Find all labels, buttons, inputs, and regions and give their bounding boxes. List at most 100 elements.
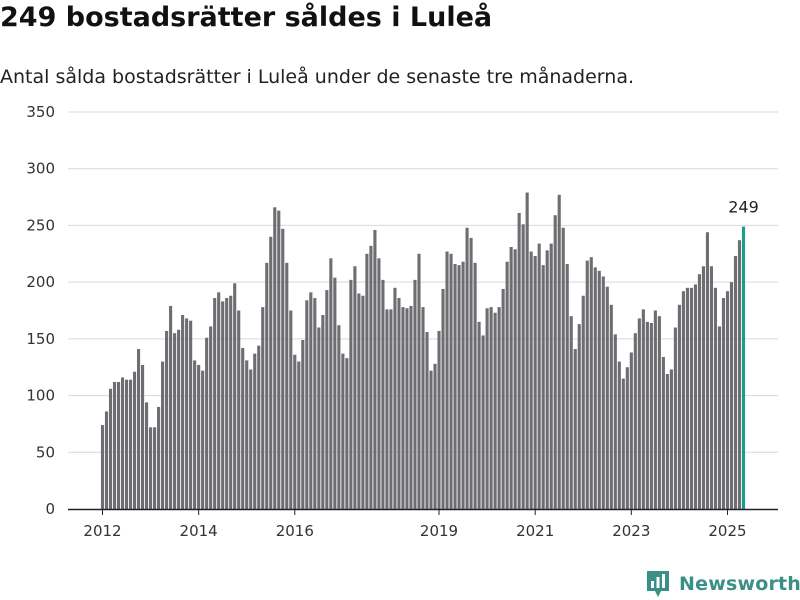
bar [309,292,313,509]
x-tick-label: 2023 [612,522,650,540]
bar [373,229,377,510]
bar [633,333,637,509]
bar [349,279,353,509]
bar [561,227,565,509]
bar [301,339,305,509]
y-tick-label: 300 [26,160,55,178]
bar [649,322,653,509]
bar [617,361,621,509]
bar [453,263,457,509]
bar [165,330,169,509]
bar [685,287,689,509]
bar [345,358,349,509]
bar [533,256,537,509]
x-tick-label: 2014 [180,522,218,540]
y-tick-label: 250 [26,216,55,234]
bar [537,243,541,509]
bar [413,279,417,509]
bar [305,300,309,509]
bar [637,318,641,509]
bar [329,258,333,509]
bar [181,315,185,509]
bar [733,256,738,509]
bar [465,227,469,509]
bar [605,286,609,509]
y-tick-label: 0 [45,500,55,518]
bar [705,232,710,509]
bar [233,283,237,509]
bar [132,371,137,509]
bar [501,288,505,509]
x-tick-label: 2025 [708,522,746,540]
bar [601,276,605,509]
bar [104,411,109,509]
bar [429,370,433,509]
bar [313,298,317,509]
bar [225,298,229,509]
bar [525,192,529,509]
bar [145,402,149,509]
bar [673,327,677,509]
bar [477,321,481,509]
bar [341,353,345,509]
bar [717,326,722,509]
bar [128,379,133,509]
bar [549,243,553,509]
bar [481,335,485,509]
newsworthy-logo-icon [647,571,669,597]
bar [205,337,209,509]
bar [493,312,497,509]
chart-title: 249 bostadsrätter såldes i Luleå [0,2,493,33]
bar [108,388,113,509]
bar [517,212,521,510]
bar [461,261,465,509]
bar [405,308,409,509]
bar [657,316,661,509]
bar [581,295,585,509]
bar [441,288,445,509]
x-axis: 2012 2014 2016 2019 2021 2023 2025 [68,508,778,540]
bar [469,237,473,510]
bar [185,318,189,509]
bar [237,310,241,509]
bar [116,381,121,509]
bar [261,307,265,509]
bar [545,250,549,509]
bar [189,320,193,509]
bar [669,369,673,509]
y-tick-label: 350 [26,103,55,121]
bar [729,282,734,509]
bar [489,307,493,509]
bar [161,361,165,509]
bar [201,370,205,509]
bar [120,377,125,509]
bar [293,354,297,509]
bar [509,246,513,510]
y-tick-label: 150 [26,330,55,348]
bar [613,334,617,509]
bar [241,347,245,509]
bar [445,251,449,509]
bar [277,210,281,509]
bar [357,293,361,509]
bar [289,310,293,509]
bar [569,316,573,509]
bar [149,427,153,509]
bar [697,274,701,509]
bar [565,263,569,509]
bar [513,249,517,509]
bar [677,304,681,509]
bar [281,228,285,509]
bar [265,262,269,509]
bar [425,332,429,509]
bar-series [100,192,746,510]
last-value-label: 249 [728,198,759,217]
bar [157,406,161,509]
bar [621,378,625,509]
bar [505,261,509,509]
bar [597,270,601,509]
y-tick-label: 200 [26,273,55,291]
bar [397,298,401,509]
bar [393,287,397,509]
bar [401,307,405,509]
